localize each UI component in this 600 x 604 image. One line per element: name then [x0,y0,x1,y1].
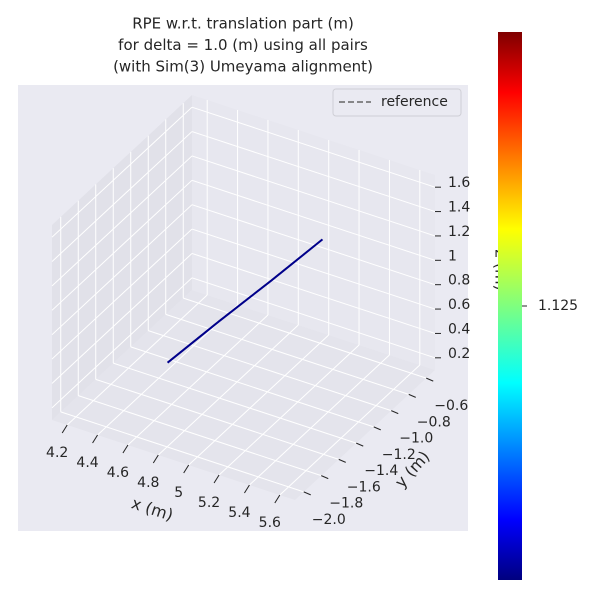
tick-mark [152,454,159,464]
x-tick-label: 4.2 [46,445,68,461]
chart-title: for delta = 1.0 (m) using all pairs [118,36,368,54]
grid-line [249,354,390,486]
tick-mark [303,491,311,496]
colorbar-tick-label: 1.125 [538,298,578,314]
z-tick-label: 1.4 [448,200,470,216]
z-tick-label: 0.6 [448,297,470,313]
grid-line [218,344,360,476]
grid-line [97,304,238,436]
y-tick-label: −0.8 [417,414,451,430]
tick-mark [356,442,364,447]
y-tick-label: −1.2 [382,447,416,463]
tick-mark [338,458,346,463]
grid-line [51,204,193,336]
x-tick-label: 4.6 [107,465,129,481]
grid-line [51,253,193,384]
y-tick-label: −1.0 [399,431,433,447]
z-tick-label: 1.6 [448,175,470,191]
z-tick-label: 1.2 [448,224,470,240]
grid-line [66,294,208,426]
left-pane [52,95,192,420]
grid-line [157,324,299,456]
grid-line [279,364,421,496]
grid-line [95,378,339,460]
grid-line [191,155,436,237]
grid-line [51,277,193,409]
colorbar [498,32,522,580]
tick-mark [122,444,129,454]
y-tick-label: −2.0 [312,512,346,528]
grid-line [191,228,436,310]
grid-line [191,204,436,286]
y-tick-label: −0.6 [434,398,468,414]
floor-pane [52,290,435,500]
z-tick-label: 0.2 [448,346,470,362]
tick-mark [321,475,329,480]
legend-box [332,88,462,117]
tick-mark [391,410,399,415]
x-tick-label: 5.6 [259,515,281,531]
grid-line [148,330,392,412]
y-tick-label: −1.4 [364,463,398,479]
legend-label: reference [381,94,448,110]
tick-mark [183,464,190,474]
grid-line [78,395,322,477]
grid-line [165,313,409,395]
chart-title: RPE w.r.t. translation part (m) [132,15,354,33]
x-tick-label: 5.2 [198,495,220,511]
back-pane [192,95,435,370]
tick-mark [213,474,220,484]
grid-line [183,297,427,379]
tick-mark [274,494,281,504]
x-tick-label: 4.8 [137,475,159,491]
z-tick-label: 0.8 [448,273,470,289]
tick-mark [244,484,250,494]
grid-line [191,106,436,188]
tick-mark [92,434,98,444]
grid-line [51,131,193,262]
grid-line [60,411,304,493]
grid-line [191,179,436,261]
grid-line [51,155,193,287]
grid-line [188,334,330,466]
grid-line [51,179,193,311]
chart-title: (with Sim(3) Umeyama alignment) [113,58,373,76]
x-tick-label: 4.4 [76,455,98,471]
grid-line [113,362,357,444]
grid-line [51,106,193,238]
tick-mark [373,426,381,431]
grid-line [127,314,269,446]
grid-line [191,131,436,213]
z-tick-label: 1 [448,248,457,264]
y-tick-label: −1.8 [329,496,363,512]
tick-mark [426,377,434,382]
trajectory-line [166,238,324,364]
grid-line [191,277,436,359]
grid-line [51,228,193,360]
x-tick-label: 5.4 [228,505,250,521]
z-tick-label: 0.4 [448,321,470,337]
x-tick-label: 5 [174,485,183,501]
tick-mark [61,424,68,434]
y-tick-label: −1.6 [347,479,381,495]
grid-line [191,252,436,334]
tick-mark [408,393,416,398]
